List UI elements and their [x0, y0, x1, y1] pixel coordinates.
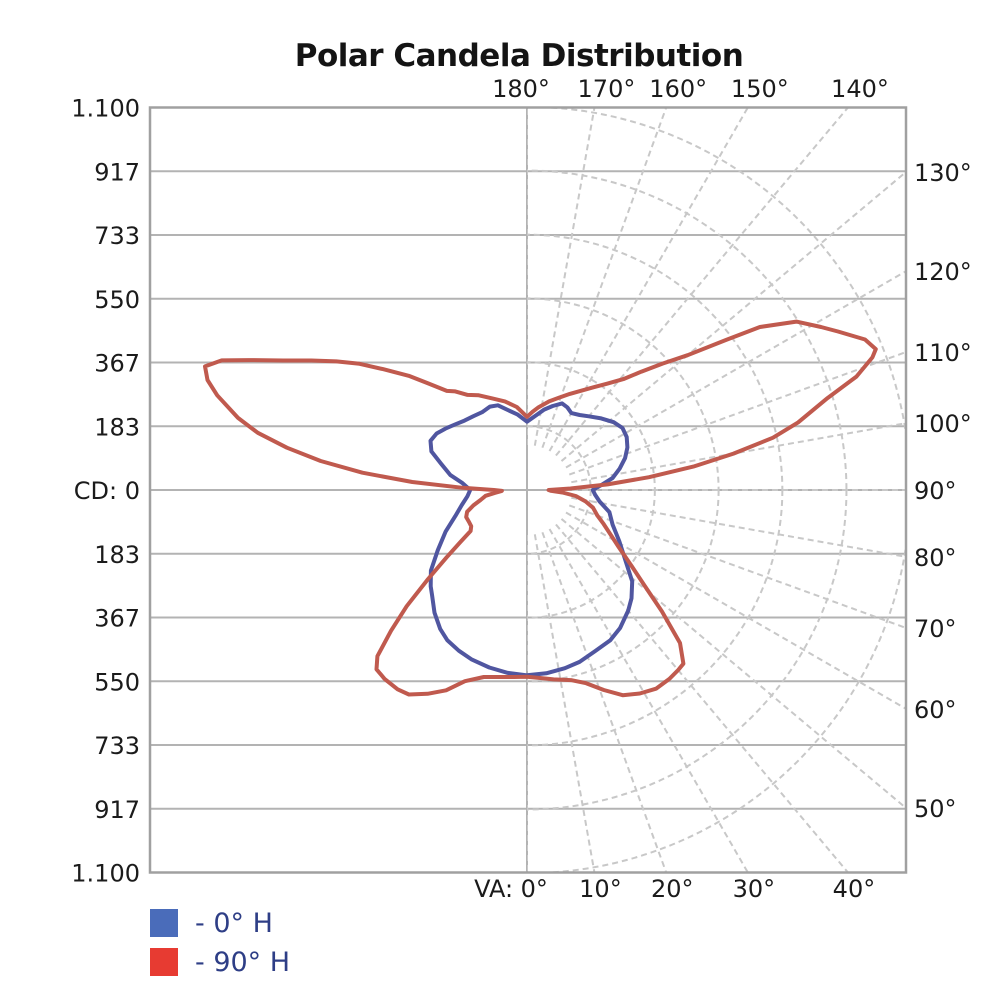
- curve-90h: [203, 319, 878, 698]
- angle-radial-line: [555, 523, 850, 873]
- angle-label-right-80: 80°: [914, 544, 957, 572]
- legend-label-0h: - 0° H: [195, 907, 273, 939]
- cd-tick-label-1: 917: [94, 158, 140, 186]
- angle-label-top-150: 150°: [731, 75, 789, 103]
- cd-tick-label-10: 733: [94, 732, 140, 760]
- cd-tick-label-6: CD: 0: [74, 477, 140, 505]
- cd-tick-label-9: 550: [94, 668, 140, 696]
- angle-label-top-170: 170°: [578, 75, 636, 103]
- angle-label-right-120: 120°: [914, 258, 972, 286]
- angle-label-right-130: 130°: [914, 159, 972, 187]
- angle-label-right-110: 110°: [914, 339, 972, 367]
- cd-tick-label-3: 550: [94, 286, 140, 314]
- angle-label-bottom-30: 30°: [733, 875, 776, 903]
- cd-tick-label-5: 183: [94, 413, 140, 441]
- angle-label-top-160: 160°: [649, 75, 707, 103]
- angle-label-right-60: 60°: [914, 696, 957, 724]
- angle-radial-line: [560, 170, 906, 462]
- legend-label-90h: - 90° H: [195, 946, 291, 978]
- curve-0h: [428, 401, 635, 678]
- angle-label-bottom-40: 40°: [833, 875, 876, 903]
- angle-radial-line: [533, 107, 596, 446]
- angle-label-bottom-20: 20°: [651, 875, 694, 903]
- cd-tick-label-2: 733: [94, 222, 140, 250]
- cd-tick-label-12: 1.100: [71, 860, 140, 888]
- angle-label-bottom-10: 10°: [579, 875, 622, 903]
- polar-grid: [527, 107, 906, 873]
- angle-radial-line: [555, 107, 850, 457]
- angle-label-top-140: 140°: [831, 75, 889, 103]
- angle-label-right-70: 70°: [914, 615, 957, 643]
- cd-tick-label-11: 917: [94, 796, 140, 824]
- cd-tick-label-8: 367: [94, 605, 140, 633]
- angle-radial-line: [560, 518, 906, 810]
- legend-item-90h: - 90° H: [150, 946, 291, 978]
- axis-labels: 1.100 917 733 550 367 183 CD: 0 183 367 550 733 917…: [71, 75, 972, 903]
- legend-swatch-0h-icon: [150, 909, 178, 937]
- angle-label-bottom-0: VA: 0°: [474, 875, 548, 903]
- angle-radial-line: [533, 534, 596, 873]
- angle-label-right-90: 90°: [914, 477, 957, 505]
- legend-item-0h: - 0° H: [150, 907, 290, 939]
- angle-label-top-180: 180°: [492, 75, 550, 103]
- chart-legend: - 0° H - 90° H: [150, 907, 291, 987]
- plot-frame: [148, 106, 908, 874]
- angle-label-right-50: 50°: [914, 795, 957, 823]
- candela-ring: [527, 425, 592, 555]
- angle-radial-line: [568, 350, 906, 476]
- chart-title: Polar Candela Distribution: [294, 38, 744, 74]
- candela-ring: [527, 297, 720, 683]
- legend-swatch-90h-icon: [150, 948, 178, 976]
- cd-tick-label-0: 1.100: [71, 95, 140, 123]
- angle-label-right-100: 100°: [914, 410, 972, 438]
- cd-tick-label-4: 367: [94, 350, 140, 378]
- cd-tick-label-7: 183: [94, 541, 140, 569]
